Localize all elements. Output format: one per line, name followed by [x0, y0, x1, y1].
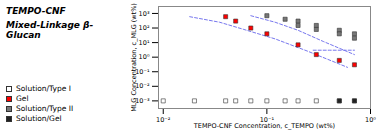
html-text:Solution/Type II: Solution/Type II — [16, 104, 74, 113]
svg-text:10⁰: 10⁰ — [365, 116, 376, 124]
svg-text:TEMPO-CNF Concentration, c_TEM: TEMPO-CNF Concentration, c_TEMPO (wt%) — [193, 122, 335, 130]
svg-text:10³: 10³ — [139, 10, 150, 18]
html-text:Mixed-Linkage β-Glucan: Mixed-Linkage β-Glucan — [6, 20, 94, 40]
svg-text:10⁻²: 10⁻² — [156, 116, 171, 124]
html-text:Solution/Type I: Solution/Type I — [16, 84, 71, 93]
html-text:Gel: Gel — [16, 94, 29, 103]
svg-text:10⁰: 10⁰ — [139, 53, 150, 61]
svg-text:10¹: 10¹ — [139, 39, 150, 47]
svg-text:MLG Concentration, c_MLG (wt%): MLG Concentration, c_MLG (wt%) — [130, 3, 138, 112]
html-text:TEMPO-CNF: TEMPO-CNF — [6, 6, 66, 16]
html-text:Solution/Gel: Solution/Gel — [16, 114, 62, 123]
svg-text:10²: 10² — [139, 24, 150, 32]
svg-text:10⁻²: 10⁻² — [135, 82, 150, 91]
svg-text:10⁻³: 10⁻³ — [135, 97, 150, 105]
svg-text:10⁻¹: 10⁻¹ — [259, 116, 274, 125]
svg-text:10⁻¹: 10⁻¹ — [135, 67, 150, 76]
